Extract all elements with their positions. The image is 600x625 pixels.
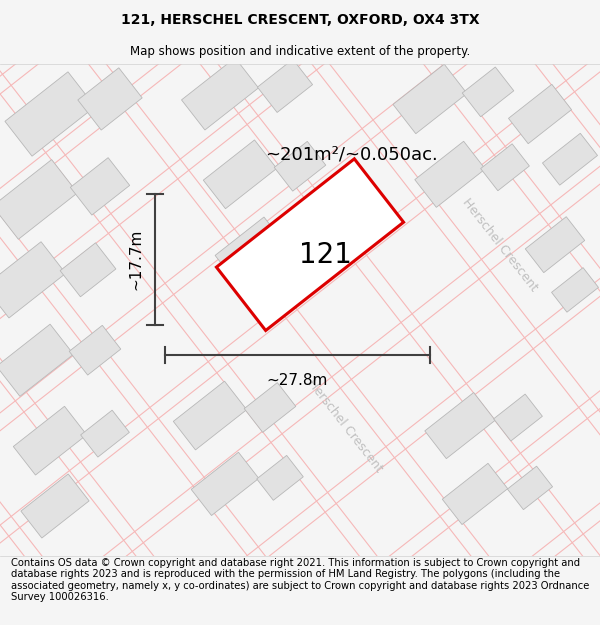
Polygon shape [80,410,130,457]
Polygon shape [0,242,65,318]
Polygon shape [542,133,598,185]
Polygon shape [70,158,130,215]
Polygon shape [69,326,121,375]
Text: ~27.8m: ~27.8m [267,373,328,388]
Polygon shape [182,58,259,130]
Polygon shape [173,381,247,450]
Polygon shape [274,141,326,191]
Polygon shape [442,463,508,524]
Polygon shape [393,64,467,134]
Polygon shape [551,268,598,312]
Polygon shape [286,218,334,265]
Polygon shape [415,141,485,208]
Polygon shape [60,242,116,297]
Polygon shape [13,406,86,475]
Polygon shape [217,159,404,331]
Polygon shape [21,474,89,538]
Text: Herschel Crescent: Herschel Crescent [305,377,385,474]
Text: Contains OS data © Crown copyright and database right 2021. This information is : Contains OS data © Crown copyright and d… [11,558,589,602]
Polygon shape [494,394,542,441]
Polygon shape [481,144,529,191]
Polygon shape [462,67,514,117]
Polygon shape [78,68,142,130]
Polygon shape [257,59,313,112]
Polygon shape [508,84,572,144]
Polygon shape [0,324,73,396]
Text: 121, HERSCHEL CRESCENT, OXFORD, OX4 3TX: 121, HERSCHEL CRESCENT, OXFORD, OX4 3TX [121,12,479,27]
Polygon shape [257,456,303,500]
Text: Herschel Crescent: Herschel Crescent [460,196,540,294]
Polygon shape [425,392,495,459]
Polygon shape [508,466,553,509]
Polygon shape [191,452,259,516]
Polygon shape [203,140,277,209]
Polygon shape [244,382,296,432]
Text: 121: 121 [299,241,352,269]
Text: ~17.7m: ~17.7m [128,229,143,291]
Polygon shape [0,159,77,239]
Polygon shape [525,217,585,272]
Text: Map shows position and indicative extent of the property.: Map shows position and indicative extent… [130,44,470,58]
Polygon shape [215,217,285,282]
Text: ~201m²/~0.050ac.: ~201m²/~0.050ac. [265,145,438,163]
Polygon shape [5,72,95,156]
